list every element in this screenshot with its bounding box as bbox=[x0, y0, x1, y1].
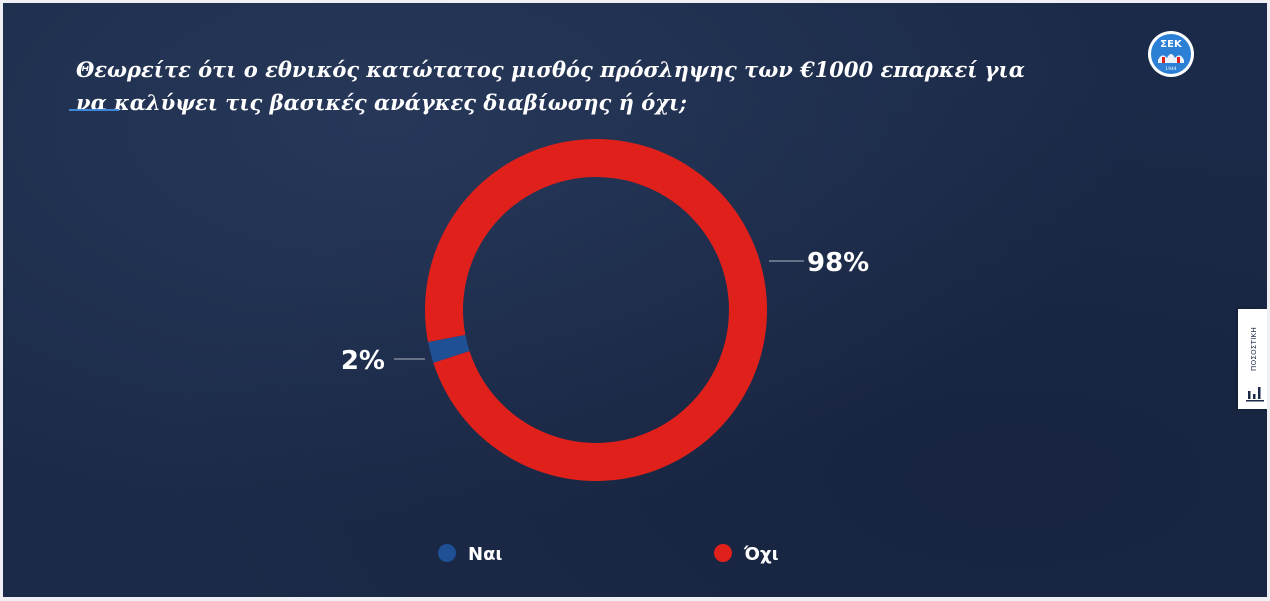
slice-ochi bbox=[424, 139, 767, 482]
side-tab-button[interactable]: ΠΟΣΟΣΤΙΚΗ bbox=[1238, 309, 1267, 409]
donut-chart: 2% 98% Ναι Όχι bbox=[341, 139, 869, 565]
chart-title: Θεωρείτε ότι ο εθνικός κατώτατος μισθός … bbox=[76, 57, 1025, 115]
logo-text: ΣΕΚ bbox=[1160, 39, 1183, 50]
title-underline-accent bbox=[69, 109, 119, 111]
sek-logo-icon: ΣΕΚ 1944 bbox=[1148, 31, 1194, 77]
legend-label-ochi: Όχι bbox=[743, 544, 779, 565]
legend-marker-ochi bbox=[714, 544, 732, 562]
bar-chart-icon bbox=[1246, 387, 1264, 402]
data-label-ochi: 98% bbox=[807, 248, 869, 278]
slide: Θεωρείτε ότι ο εθνικός κατώτατος μισθός … bbox=[3, 3, 1267, 597]
legend-marker-nai bbox=[438, 544, 456, 562]
logo-year: 1944 bbox=[1165, 66, 1177, 72]
slice-nai bbox=[428, 334, 470, 363]
data-label-nai: 2% bbox=[341, 346, 385, 376]
legend-label-nai: Ναι bbox=[468, 544, 502, 565]
side-tab-label: ΠΟΣΟΣΤΙΚΗ bbox=[1250, 326, 1258, 371]
